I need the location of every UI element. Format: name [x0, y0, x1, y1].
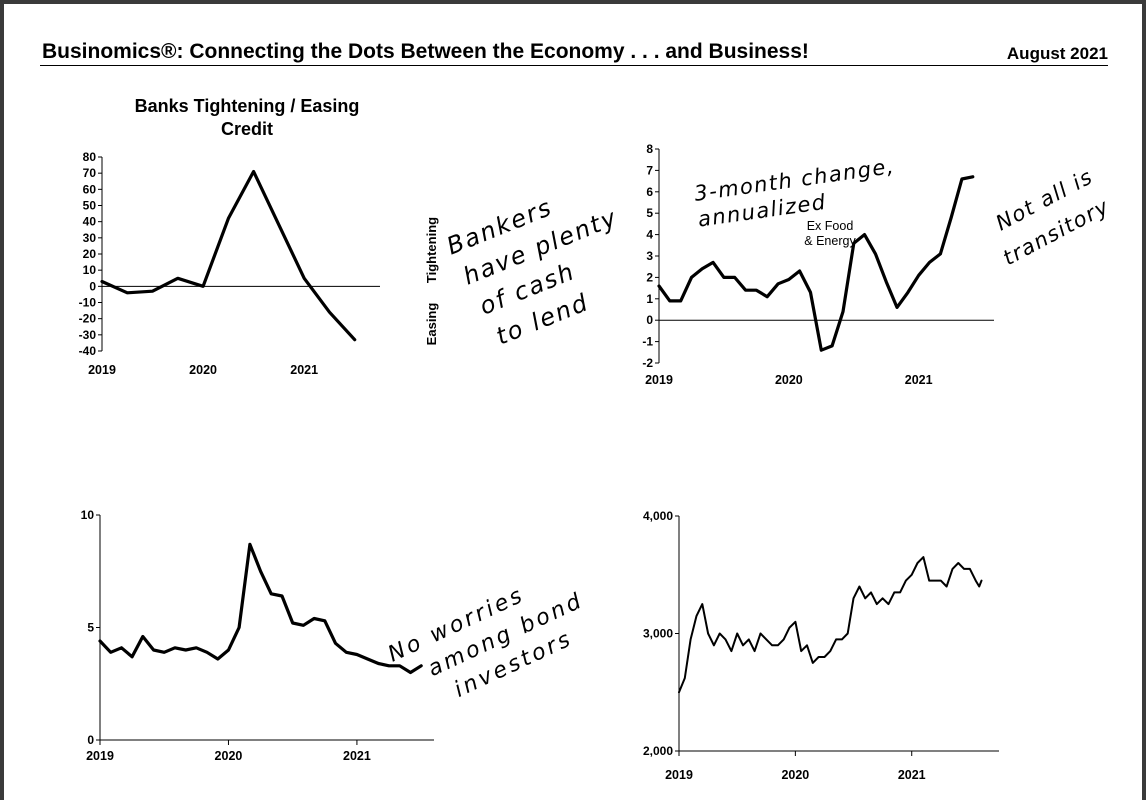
- chart-4: 4,000 3,000 2,000 2019 2020 2021: [643, 509, 999, 782]
- y-tick-label: 30: [83, 231, 97, 245]
- annotation-text: Bankershave plentyof cashto lend: [443, 172, 647, 355]
- y-tick-label: 0: [87, 733, 94, 747]
- y-tick-label: 10: [83, 263, 97, 277]
- annotation-3-month: 3-month change,annualized: [693, 154, 900, 232]
- x-tick-label: 2019: [88, 363, 116, 377]
- y-tick-label: 6: [646, 185, 653, 199]
- chart-2: 8 7 6 5 4 3 2 1 0 -1 -2 2019 2020 2021: [642, 142, 994, 387]
- annotation-text: 3-month change,annualized: [693, 154, 900, 232]
- x-tick-label: 2020: [781, 768, 809, 782]
- chart-title-line: Banks Tightening / Easing: [135, 96, 360, 116]
- x-tick-label: 2021: [898, 768, 926, 782]
- series-label-line: Ex Food: [807, 219, 854, 233]
- annotation-text: No worriesamong bondinvestors: [384, 561, 600, 722]
- y-tick-label: 7: [646, 163, 653, 177]
- y-tick-label: -30: [79, 328, 97, 342]
- page: Businomics®: Connecting the Dots Between…: [4, 4, 1142, 800]
- side-label-tightening: Tightening: [424, 217, 439, 283]
- y-tick-label: -2: [642, 356, 653, 370]
- annotation-transitory: Not all istransitory: [983, 164, 1114, 270]
- y-tick-label: 4,000: [643, 509, 673, 523]
- header-rule: [40, 65, 1108, 66]
- x-tick-label: 2020: [189, 363, 217, 377]
- y-tick-label: -10: [79, 296, 97, 310]
- y-tick-label: 50: [83, 199, 97, 213]
- series-label-ex-food-energy: Ex Food & Energy: [804, 219, 856, 248]
- x-tick-label: 2021: [343, 749, 371, 763]
- y-tick-label: 0: [89, 279, 96, 293]
- x-tick-label: 2021: [290, 363, 318, 377]
- y-tick-label: 60: [83, 182, 97, 196]
- chart-title-line: Credit: [221, 119, 273, 139]
- series-line: [678, 556, 983, 694]
- y-tick-label: 0: [646, 313, 653, 327]
- y-tick-label: -40: [79, 344, 97, 358]
- charts-canvas: Banks Tightening / Easing Credit807060504…: [79, 96, 1114, 782]
- x-tick-label: 2019: [665, 768, 693, 782]
- y-tick-label: 5: [87, 621, 94, 635]
- series-line: [100, 169, 357, 342]
- y-tick-label: 70: [83, 166, 97, 180]
- y-tick-label: 20: [83, 247, 97, 261]
- chart-1: Banks Tightening / Easing Credit 80 70 60 50 4…: [79, 96, 380, 377]
- y-tick-label: 5: [646, 206, 653, 220]
- annotation-bankers: Bankershave plentyof cashto lend: [443, 172, 647, 355]
- y-tick-label: 1: [646, 292, 653, 306]
- x-tick-label: 2019: [86, 749, 114, 763]
- y-tick-label: 2: [646, 270, 653, 284]
- y-tick-label: 4: [646, 228, 653, 242]
- y-tick-label: 40: [83, 215, 97, 229]
- y-tick-label: 10: [81, 508, 95, 522]
- chart-title: Banks Tightening / Easing Credit: [135, 96, 360, 139]
- y-tick-label: -1: [642, 335, 653, 349]
- page-date: August 2021: [1006, 44, 1108, 63]
- y-tick-label: 2,000: [643, 744, 673, 758]
- y-tick-label: 3,000: [643, 627, 673, 641]
- x-tick-label: 2020: [775, 373, 803, 387]
- x-tick-label: 2021: [905, 373, 933, 387]
- chart-3: 10 5 0 2019 2020 2021: [81, 508, 434, 763]
- y-tick-label: 8: [646, 142, 653, 156]
- chart-1-side-labels: Easing Tightening: [424, 217, 439, 345]
- series-label-line: & Energy: [804, 234, 856, 248]
- annotation-text: Not all istransitory: [983, 164, 1114, 270]
- y-tick-label: -20: [79, 312, 97, 326]
- series-line: [657, 175, 975, 352]
- y-tick-label: 3: [646, 249, 653, 263]
- series-line: [98, 542, 423, 675]
- annotation-no-worries: No worriesamong bondinvestors: [384, 561, 600, 722]
- page-title: Businomics®: Connecting the Dots Between…: [42, 40, 809, 63]
- x-tick-label: 2019: [645, 373, 673, 387]
- x-tick-label: 2020: [215, 749, 243, 763]
- y-tick-label: 80: [83, 150, 97, 164]
- side-label-easing: Easing: [424, 303, 439, 346]
